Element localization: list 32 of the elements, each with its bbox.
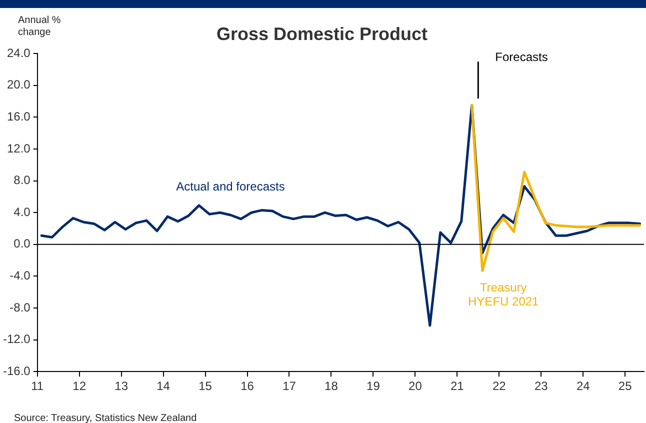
x-tick-label: 14 — [156, 379, 170, 394]
x-tick-label: 11 — [31, 379, 44, 394]
source-note: Source: Treasury, Statistics New Zealand — [14, 412, 197, 423]
x-tick-label: 21 — [450, 379, 464, 394]
chart-title: Gross Domestic Product — [216, 24, 428, 44]
y-tick-label: 4.0 — [14, 204, 31, 219]
x-tick-label: 25 — [618, 379, 632, 394]
y-tick-label: -4.0 — [10, 268, 31, 283]
y-tick-label: 24.0 — [6, 46, 31, 60]
y-tick-label: 0.0 — [14, 236, 31, 251]
x-tick-label: 13 — [114, 379, 128, 394]
x-tick-label: 12 — [72, 379, 86, 394]
x-tick-label: 16 — [240, 379, 254, 394]
x-tick-label: 24 — [576, 379, 590, 394]
y-tick-label: -12.0 — [2, 332, 31, 346]
x-tick-label: 18 — [324, 379, 338, 394]
y-tick-label: 12.0 — [6, 141, 31, 156]
ref-line-label: Forecasts — [495, 50, 548, 64]
y-tick-label: 16.0 — [6, 110, 31, 124]
x-tick-label: 22 — [492, 379, 506, 394]
x-tick-label: 19 — [366, 379, 380, 394]
y-tick-label: -16.0 — [2, 364, 31, 378]
x-tick-label: 15 — [198, 379, 212, 394]
series-label: Actual and forecasts — [176, 179, 285, 194]
y-tick-label: -8.0 — [10, 300, 31, 314]
y-tick-label: 8.0 — [14, 173, 31, 188]
y-axis-title: Annual % change — [18, 14, 61, 38]
x-tick-label: 20 — [408, 379, 422, 394]
series-label: Treasury HYEFU 2021 — [468, 280, 540, 308]
x-tick-label: 17 — [282, 379, 296, 394]
y-tick-label: 20.0 — [6, 78, 31, 92]
x-tick-label: 23 — [534, 379, 548, 394]
